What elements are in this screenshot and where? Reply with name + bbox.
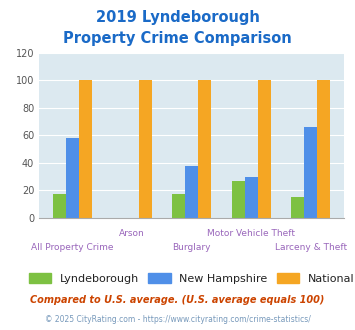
Bar — [53, 194, 66, 218]
Text: 2019 Lyndeborough: 2019 Lyndeborough — [95, 10, 260, 25]
Text: Compared to U.S. average. (U.S. average equals 100): Compared to U.S. average. (U.S. average … — [30, 295, 325, 305]
Bar — [185, 166, 198, 218]
Bar — [198, 80, 211, 218]
Text: Larceny & Theft: Larceny & Theft — [275, 243, 347, 252]
Bar — [79, 80, 92, 218]
Bar — [245, 177, 258, 218]
Text: All Property Crime: All Property Crime — [31, 243, 114, 252]
Text: Burglary: Burglary — [173, 243, 211, 252]
Bar — [231, 181, 245, 218]
Bar — [66, 138, 79, 218]
Text: Property Crime Comparison: Property Crime Comparison — [63, 31, 292, 46]
Bar — [291, 197, 304, 218]
Bar — [139, 80, 152, 218]
Text: Arson: Arson — [119, 229, 145, 238]
Bar — [172, 194, 185, 218]
Text: © 2025 CityRating.com - https://www.cityrating.com/crime-statistics/: © 2025 CityRating.com - https://www.city… — [45, 315, 310, 324]
Bar — [304, 127, 317, 218]
Legend: Lyndeborough, New Hampshire, National: Lyndeborough, New Hampshire, National — [29, 273, 354, 283]
Bar — [317, 80, 331, 218]
Bar — [258, 80, 271, 218]
Text: Motor Vehicle Theft: Motor Vehicle Theft — [207, 229, 295, 238]
